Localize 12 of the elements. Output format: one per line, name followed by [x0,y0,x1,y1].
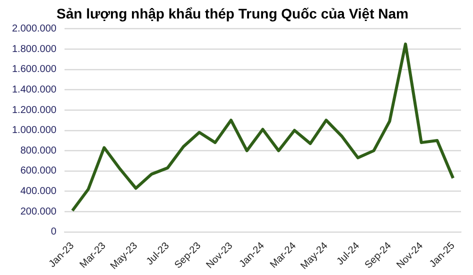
y-tick-label: 1.000.000 [12,125,57,136]
y-tick-label: 800.000 [20,145,57,156]
y-tick-label: 1.200.000 [12,104,57,116]
y-tick-label: 1.800.000 [12,44,57,55]
y-tick-label: 0 [50,226,57,238]
y-tick-label: 2.000.000 [12,24,57,35]
y-tick-label: 400.000 [20,186,57,198]
y-tick-label: 1.600.000 [12,64,57,76]
y-tick-label: 600.000 [20,166,57,177]
y-tick-label: 200.000 [20,206,57,218]
chart-title: Sản lượng nhập khẩu thép Trung Quốc của Việt Nam [56,5,408,22]
y-tick-label: 1.400.000 [12,84,57,96]
